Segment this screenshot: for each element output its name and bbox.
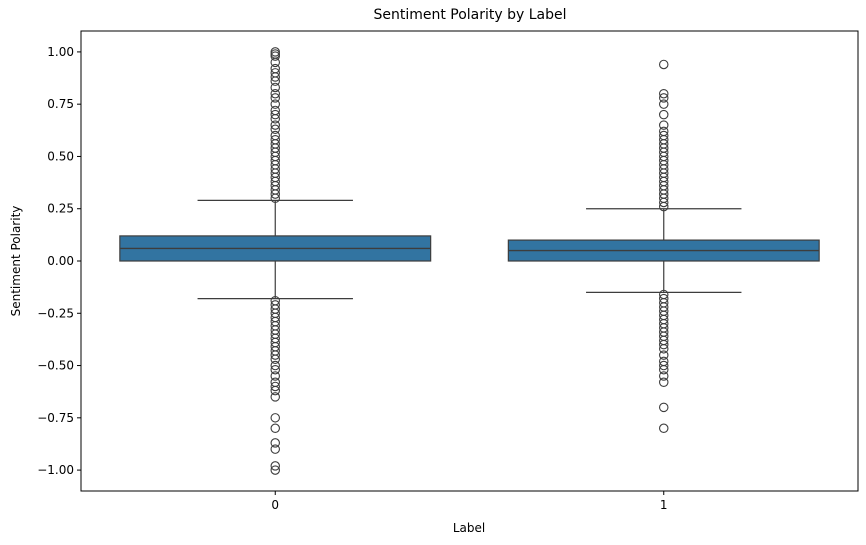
outlier-point [270, 76, 280, 86]
y-tick-label: −0.50 [37, 359, 74, 373]
outlier-point [270, 193, 280, 204]
outlier-point [270, 423, 280, 434]
outlier-point [270, 438, 280, 448]
outlier-point [270, 413, 280, 423]
outlier-point [658, 120, 669, 130]
outlier-point [658, 197, 669, 208]
outlier-point [270, 360, 280, 371]
y-tick-label: 0.75 [47, 97, 74, 111]
outlier-point [658, 350, 669, 360]
y-axis-label: Sentiment Polarity [9, 206, 23, 317]
outlier-point [658, 59, 669, 70]
outlier-point [658, 99, 669, 109]
outlier-point [270, 114, 280, 124]
y-tick-label: −1.00 [37, 463, 74, 477]
outlier-point [658, 88, 669, 99]
y-tick-label: 0.00 [47, 254, 74, 268]
outlier-point [270, 109, 280, 120]
outlier-point [658, 402, 669, 413]
outlier-point [658, 344, 669, 354]
outlier-point [270, 49, 280, 59]
outlier-point [658, 201, 669, 212]
outlier-point [270, 364, 280, 375]
y-tick-label: 0.25 [47, 202, 74, 216]
chart-title: Sentiment Polarity by Label [373, 7, 566, 23]
plot-area [119, 47, 820, 475]
x-axis-label: Label [453, 521, 485, 535]
outlier-point [270, 371, 280, 381]
outlier-point [658, 93, 669, 103]
y-tick-label: −0.25 [37, 306, 74, 320]
outlier-point [270, 82, 280, 93]
outlier-point [270, 120, 280, 130]
outlier-point [270, 57, 280, 68]
outlier-point [270, 354, 280, 365]
x-tick-label: 1 [660, 498, 668, 512]
y-tick-label: −0.75 [37, 411, 74, 425]
outlier-point [270, 381, 280, 392]
outlier-point [270, 465, 280, 475]
outlier-point [270, 461, 280, 471]
outlier-point [270, 99, 280, 109]
y-tick-label: 0.50 [47, 149, 74, 163]
outlier-point [270, 392, 280, 402]
outlier-point [658, 377, 669, 388]
outlier-point [270, 72, 280, 82]
outlier-point [270, 385, 280, 396]
outlier-point [658, 339, 669, 350]
x-tick-label: 0 [271, 498, 279, 512]
outlier-point [658, 360, 669, 371]
outlier-point [270, 444, 280, 454]
outlier-point [270, 51, 280, 61]
outlier-point [658, 423, 669, 434]
outlier-point [270, 88, 280, 99]
outlier-point [270, 124, 280, 135]
outlier-point [658, 371, 669, 381]
outlier-point [658, 109, 669, 120]
outlier-point [270, 93, 280, 103]
y-tick-label: 1.00 [47, 45, 74, 59]
outlier-point [658, 364, 669, 375]
outlier-point [270, 189, 280, 199]
outlier-point [270, 350, 280, 360]
